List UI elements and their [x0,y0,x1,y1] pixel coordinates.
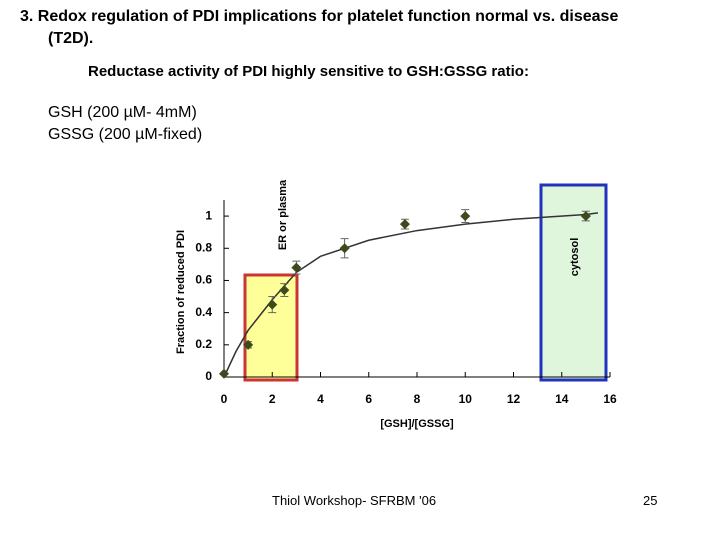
x-tick-label: 6 [365,392,372,406]
point [279,285,290,296]
annotation: cytosol [569,238,581,277]
y-tick-label: 0.6 [195,273,212,287]
page-number: 25 [643,493,658,508]
y-axis-label: Fraction of reduced PDI [175,230,187,354]
x-tick-label: 8 [414,392,421,406]
x-tick-label: 16 [603,392,617,406]
subtitle: Reductase activity of PDI highly sensiti… [88,63,529,80]
x-tick-label: 0 [221,392,228,406]
point [291,262,302,273]
point [580,211,591,222]
point [399,219,410,230]
annotation: ER or plasma [277,179,289,250]
x-tick-label: 12 [507,392,521,406]
y-tick-label: 0.2 [195,337,212,351]
point [460,211,471,222]
x-tick-label: 2 [269,392,276,406]
x-tick-label: 14 [555,392,569,406]
y-tick-label: 0 [205,369,212,383]
footer: Thiol Workshop- SFRBM '06 [272,493,437,508]
point [267,299,278,310]
y-tick-label: 0.8 [195,240,212,254]
title: 3. Redox regulation of PDI implications … [20,8,619,25]
point [339,243,350,254]
x-tick-label: 10 [459,392,473,406]
region-box [539,183,608,382]
region-box [243,273,299,382]
y-tick-label: 1 [205,208,212,222]
title: (T2D). [48,30,94,47]
x-axis-label: [GSH]/[GSSG] [380,418,454,430]
x-tick-label: 4 [317,392,324,406]
point [219,368,229,379]
condition: GSH (200 µM- 4mM) [48,104,197,121]
y-tick-label: 0.4 [195,305,212,319]
point [243,339,254,350]
condition: GSSG (200 µM-fixed) [48,126,203,143]
